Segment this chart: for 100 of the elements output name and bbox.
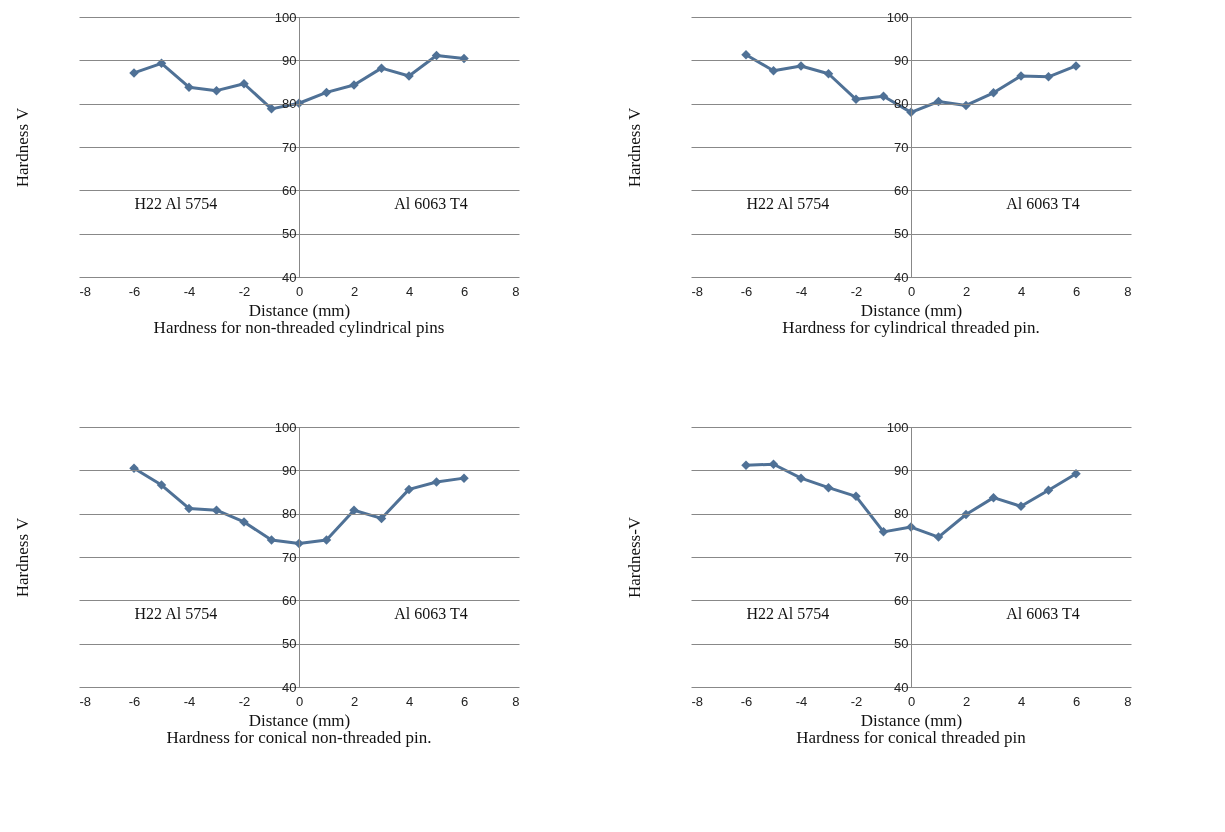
y-tick-label: 100: [274, 9, 297, 25]
point: [878, 527, 889, 537]
point: [431, 50, 442, 61]
point: [823, 482, 834, 493]
y-tick-label: 70: [282, 139, 297, 155]
y-tick-label: 90: [894, 462, 909, 478]
x-tick-label: 4: [405, 693, 414, 709]
x-tick-label: 8: [512, 693, 520, 709]
x-tick-label: 8: [512, 283, 520, 299]
y-tick-label: 80: [894, 506, 909, 522]
x-tick-label: 0: [907, 283, 916, 299]
point: [404, 484, 414, 495]
x-tick-label: -8: [79, 693, 92, 709]
point: [211, 85, 222, 96]
y-axis-title: Hardness V: [624, 107, 644, 188]
x-tick-label: -2: [850, 283, 863, 299]
y-tick-label: 50: [282, 636, 297, 652]
point: [184, 503, 194, 514]
point: [961, 100, 971, 111]
annotation: H22 Al 5754: [134, 195, 218, 213]
x-tick-label: 8: [1124, 693, 1132, 709]
x-tick-label: 6: [460, 693, 469, 709]
point: [431, 477, 442, 487]
x-tick-label: 8: [1124, 283, 1132, 299]
y-tick-label: 70: [894, 139, 909, 155]
y-tick-label: 70: [894, 549, 909, 565]
x-tick-label: -8: [79, 283, 92, 299]
annotation: Al 6063 T4: [1006, 605, 1080, 623]
x-tick-label: 2: [350, 693, 359, 709]
x-tick-label: -2: [238, 693, 251, 709]
x-axis-title: Distance (mm): [248, 710, 351, 730]
point: [1016, 501, 1026, 512]
x-tick-label: -4: [795, 693, 808, 709]
annotation: H22 Al 5754: [134, 605, 218, 623]
x-tick-label: -6: [128, 283, 141, 299]
x-tick-label: -6: [128, 693, 141, 709]
y-tick-label: 100: [886, 419, 909, 435]
point: [459, 53, 469, 64]
x-tick-label: -6: [740, 693, 753, 709]
point: [294, 538, 304, 549]
x-axis-title: Distance (mm): [860, 710, 963, 730]
point: [768, 65, 779, 76]
x-tick-label: -8: [691, 693, 704, 709]
x-tick-label: 0: [295, 693, 304, 709]
point: [321, 535, 332, 545]
point: [823, 69, 834, 79]
y-axis-title: Hardness-V: [624, 516, 644, 599]
y-tick-label: 40: [282, 269, 297, 285]
point: [1043, 485, 1054, 496]
point: [988, 88, 999, 98]
y-tick-label: 60: [894, 182, 909, 198]
x-axis-title: Distance (mm): [860, 300, 963, 320]
x-tick-label: -2: [850, 693, 863, 709]
x-tick-label: -4: [795, 283, 808, 299]
x-tick-label: 4: [1017, 693, 1026, 709]
x-tick-label: 6: [460, 283, 469, 299]
x-tick-label: -4: [183, 693, 196, 709]
y-tick-label: 90: [894, 52, 909, 68]
x-tick-label: 0: [295, 283, 304, 299]
point: [741, 49, 751, 60]
x-tick-label: 2: [962, 693, 971, 709]
y-tick-label: 80: [282, 506, 297, 522]
point: [376, 63, 387, 73]
point: [851, 94, 861, 105]
annotation: Al 6063 T4: [1006, 195, 1080, 213]
point: [906, 107, 916, 118]
x-tick-label: -6: [740, 283, 753, 299]
y-tick-label: 40: [894, 269, 909, 285]
x-tick-label: -2: [238, 283, 251, 299]
annotation: H22 Al 5754: [746, 195, 830, 213]
point: [933, 532, 944, 542]
point: [266, 104, 277, 114]
y-tick-label: 40: [282, 679, 297, 695]
y-tick-label: 70: [282, 549, 297, 565]
point: [988, 492, 999, 503]
y-axis-title: Hardness V: [12, 107, 32, 188]
x-tick-label: 2: [962, 283, 971, 299]
y-tick-label: 60: [894, 592, 909, 608]
y-tick-label: 40: [894, 679, 909, 695]
x-tick-label: -8: [691, 283, 704, 299]
x-tick-label: 2: [350, 283, 359, 299]
y-tick-label: 50: [282, 226, 297, 242]
annotation: Al 6063 T4: [394, 195, 468, 213]
x-tick-label: 4: [405, 283, 414, 299]
point: [266, 535, 277, 545]
x-axis-title: Distance (mm): [248, 300, 351, 320]
point: [156, 480, 167, 490]
annotation: H22 Al 5754: [746, 605, 830, 623]
point: [878, 91, 889, 102]
y-tick-label: 100: [886, 9, 909, 25]
y-tick-label: 50: [894, 226, 909, 242]
x-tick-label: -4: [183, 283, 196, 299]
point: [211, 505, 222, 515]
y-tick-label: 90: [282, 462, 297, 478]
point: [239, 78, 249, 89]
y-tick-label: 60: [282, 182, 297, 198]
y-tick-label: 50: [894, 636, 909, 652]
y-tick-label: 100: [274, 419, 297, 435]
x-tick-label: 0: [907, 693, 916, 709]
x-tick-label: 6: [1072, 283, 1081, 299]
